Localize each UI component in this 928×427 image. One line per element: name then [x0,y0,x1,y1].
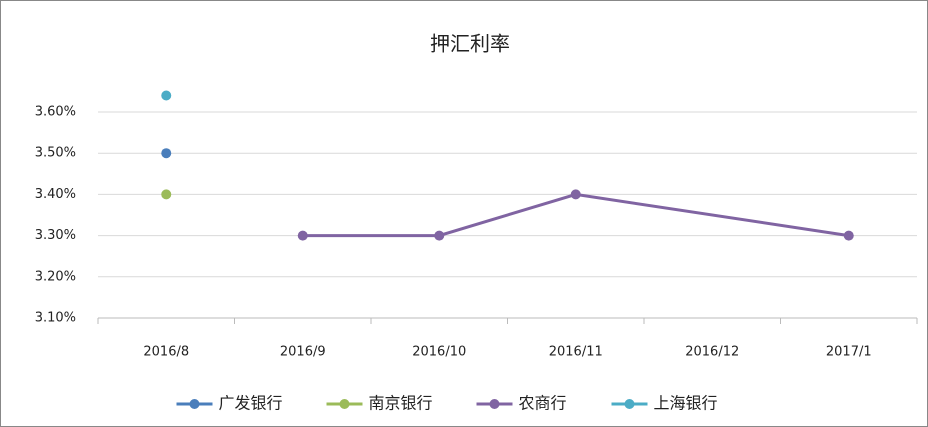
legend-label: 南京银行 [369,394,433,413]
x-tick-label: 2016/12 [685,345,739,360]
legend-label: 上海银行 [654,394,718,413]
x-tick-label: 2017/1 [826,345,872,360]
data-point [570,189,581,200]
y-tick-label: 3.40% [35,187,76,202]
data-point [161,148,172,159]
data-point [161,90,172,101]
data-point [161,189,172,200]
series-line [302,192,849,238]
chart-title: 押汇利率 [430,32,510,56]
legend-marker [624,399,635,409]
y-tick-label: 3.30% [35,228,76,243]
x-tick-label: 2016/11 [549,345,603,360]
legend-marker [339,399,350,409]
y-tick-label: 3.50% [35,146,76,161]
data-point [434,230,445,241]
legend-label: 广发银行 [219,394,283,413]
x-tick-label: 2016/9 [280,345,326,360]
legend-marker [489,399,500,409]
x-tick-label: 2016/8 [143,345,189,360]
y-tick-label: 3.10% [35,311,76,326]
y-tick-label: 3.20% [35,269,76,284]
data-point [843,230,854,241]
x-tick-label: 2016/10 [412,345,466,360]
legend-marker [189,399,200,409]
y-tick-label: 3.60% [35,105,76,120]
legend-label: 农商行 [519,394,567,413]
data-point [297,230,308,241]
